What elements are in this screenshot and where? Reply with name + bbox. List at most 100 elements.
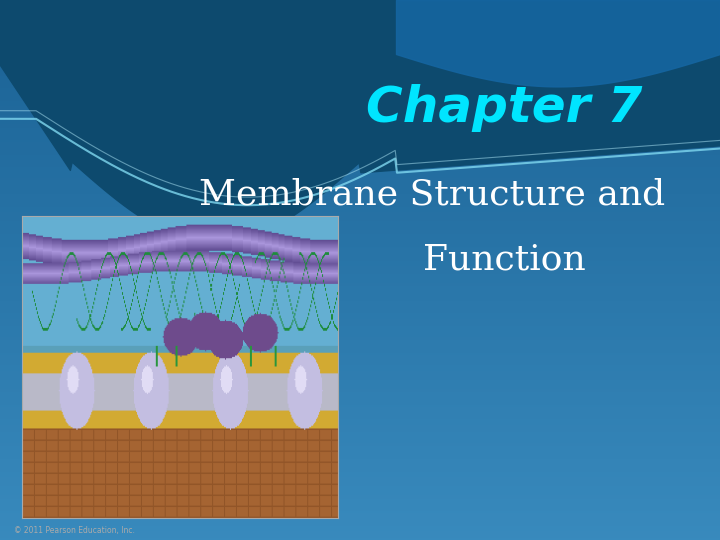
Bar [0, 31, 720, 32]
Bar [0, 427, 720, 428]
Bar [0, 173, 720, 174]
Bar [0, 342, 720, 344]
Bar [0, 204, 720, 205]
Bar [0, 211, 720, 212]
Bar [0, 322, 720, 324]
Bar [0, 407, 720, 409]
Bar [0, 74, 720, 76]
Bar [0, 437, 720, 439]
Bar [0, 128, 720, 130]
Bar [0, 315, 720, 317]
Bar [0, 32, 720, 34]
Bar [0, 49, 720, 50]
Bar [0, 142, 720, 144]
Bar [0, 92, 720, 93]
Bar [0, 481, 720, 482]
Bar [0, 34, 720, 36]
Bar [0, 198, 720, 200]
Bar [0, 326, 720, 328]
Bar [0, 201, 720, 204]
Bar [0, 525, 720, 528]
Bar [0, 535, 720, 536]
Bar [0, 2, 720, 4]
Bar [0, 439, 720, 441]
Bar [0, 522, 720, 524]
Bar [0, 194, 720, 196]
Bar [0, 416, 720, 417]
Bar [0, 16, 720, 18]
Bar [0, 63, 720, 65]
Bar [0, 9, 720, 11]
Bar [0, 104, 720, 106]
Bar [0, 502, 720, 504]
Bar [0, 120, 720, 123]
Bar [0, 312, 720, 313]
Bar [0, 475, 720, 477]
Bar [0, 133, 720, 135]
Bar [0, 385, 720, 387]
Bar [0, 58, 720, 59]
Bar [0, 50, 720, 52]
Bar [0, 520, 720, 522]
Bar [0, 93, 720, 96]
Bar [0, 212, 720, 214]
Bar [0, 468, 720, 470]
Bar [0, 360, 720, 362]
Bar [0, 529, 720, 531]
Bar [0, 400, 720, 401]
Bar [0, 216, 720, 218]
Bar [0, 394, 720, 396]
Bar [0, 36, 720, 38]
Bar [0, 401, 720, 403]
Bar [0, 309, 720, 312]
Bar [0, 52, 720, 54]
Bar [0, 378, 720, 380]
Text: Chapter 7: Chapter 7 [366, 84, 642, 132]
Bar [0, 292, 720, 293]
Bar [0, 304, 720, 306]
Bar [0, 403, 720, 405]
Bar [0, 373, 720, 374]
Bar [0, 285, 720, 286]
Text: Membrane Structure and: Membrane Structure and [199, 178, 665, 211]
Bar [0, 139, 720, 140]
Bar [0, 434, 720, 436]
Bar [0, 479, 720, 481]
Bar [0, 247, 720, 248]
Bar [0, 263, 720, 265]
Bar [0, 191, 720, 193]
Bar [0, 329, 720, 331]
Bar [0, 61, 720, 63]
Bar [0, 85, 720, 86]
Bar [0, 466, 720, 468]
Bar [0, 167, 720, 169]
Bar [0, 430, 720, 432]
Bar [0, 421, 720, 423]
Bar [0, 447, 720, 448]
Bar [0, 180, 720, 182]
Bar [0, 501, 720, 502]
Bar [0, 25, 720, 27]
Bar [0, 428, 720, 430]
Bar [0, 205, 720, 207]
Bar [0, 146, 720, 147]
Bar [0, 196, 720, 198]
Bar [0, 308, 720, 309]
Bar [0, 38, 720, 39]
Bar [0, 275, 720, 277]
Bar [0, 4, 720, 5]
Bar [0, 155, 720, 157]
Bar [0, 508, 720, 509]
Bar [0, 412, 720, 414]
Bar [0, 297, 720, 299]
Bar [0, 131, 720, 133]
Bar [0, 54, 720, 56]
Bar [0, 349, 720, 351]
Bar [0, 106, 720, 108]
Bar [0, 47, 720, 49]
Bar [0, 99, 720, 101]
Bar [0, 376, 720, 378]
Bar [0, 454, 720, 455]
Bar [0, 504, 720, 506]
Bar [0, 295, 720, 297]
